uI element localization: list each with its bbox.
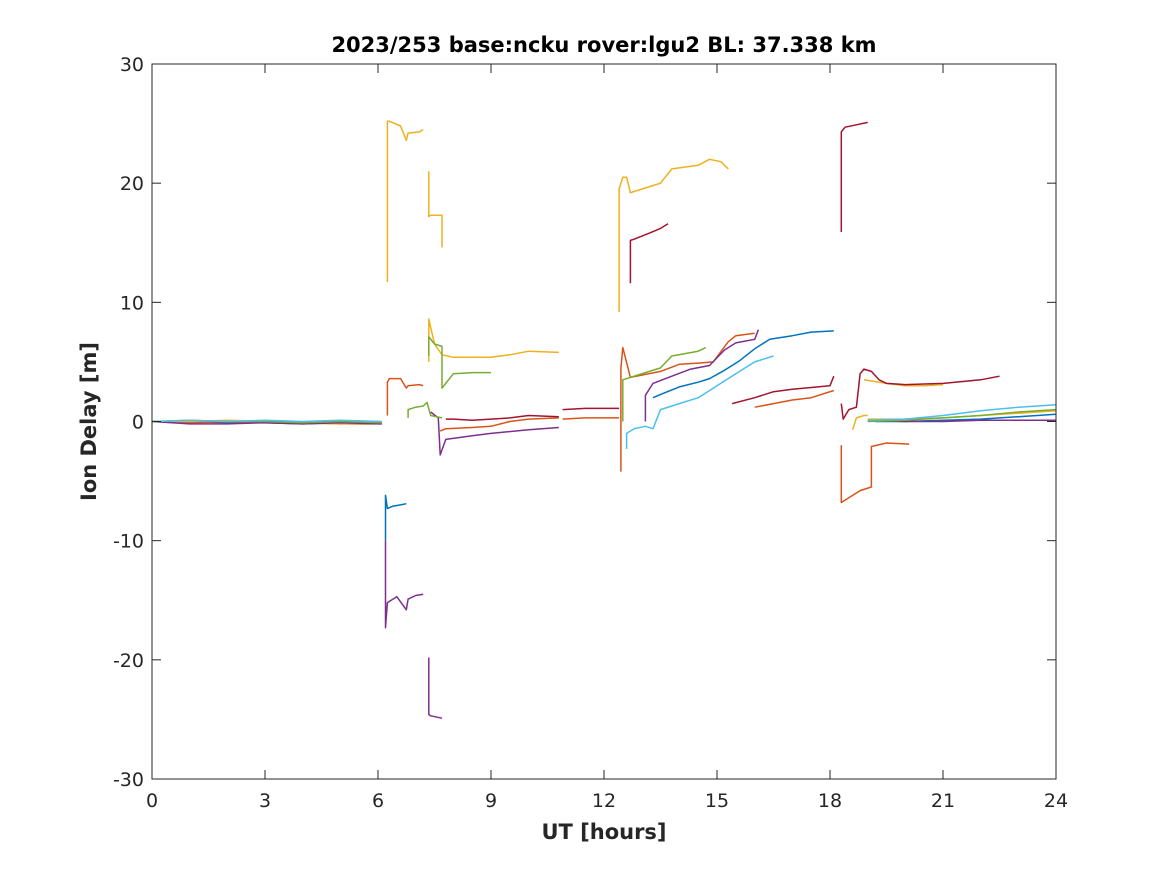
series-line-2 [652,330,834,399]
series-line-5 [386,377,424,416]
x-axis-label: UT [hours] [541,820,666,844]
series-line-17 [863,379,944,387]
x-tick-label-7: 21 [931,790,955,812]
x-tick-label-3: 9 [485,790,497,812]
x-tick-label-6: 18 [818,790,842,812]
series-line-21 [428,657,443,719]
series-line-28 [622,346,707,422]
series-line-34 [562,407,620,411]
x-tick-label-0: 0 [146,790,158,812]
series-line-19 [151,420,382,425]
series-line-16 [851,414,868,431]
series-line-33 [445,414,559,422]
y-tick-label-6: 30 [120,54,144,76]
series-line-27 [428,336,491,389]
series-line-37 [840,121,868,232]
tick-layer: 0 3 6 9 12 15 18 21 24 -30 -20 -10 0 10 20 30 [113,54,1068,812]
series-line-8 [620,332,755,472]
y-tick-label-4: 10 [120,292,144,314]
series-line-29 [867,408,1057,423]
series-line-9 [754,389,835,408]
series-line-24 [867,419,1056,423]
series-line-15 [618,158,729,312]
series-line-13 [428,171,443,248]
series-line-22 [430,411,559,456]
series-line-31 [625,355,774,449]
y-axis-label: Ion Delay [m] [77,342,101,501]
series-line-7 [562,417,620,420]
series-line-32 [867,404,1057,422]
x-tick-label-8: 24 [1044,790,1068,812]
series-layer [151,120,1057,719]
x-tick-label-1: 3 [259,790,271,812]
series-line-20 [384,540,424,629]
series-line-14 [428,318,559,362]
series-line-23 [644,329,760,422]
series-line-26 [407,401,443,419]
x-tick-label-4: 12 [592,790,616,812]
series-line-10 [840,442,910,504]
y-tick-label-3: 0 [132,412,144,434]
series-line-30 [151,419,382,423]
series-line-6 [439,417,559,432]
y-tick-label-5: 20 [120,173,144,195]
y-tick-label-2: -10 [113,531,144,553]
series-line-1 [384,494,407,541]
series-line-12 [386,120,424,283]
x-tick-label-2: 6 [372,790,384,812]
y-tick-label-1: -20 [113,650,144,672]
series-line-38 [840,368,1000,420]
series-line-36 [731,375,835,405]
chart-title: 2023/253 base:ncku rover:lgu2 BL: 37.338… [331,33,876,57]
y-tick-label-0: -30 [113,769,144,791]
series-line-35 [629,223,669,284]
x-tick-label-5: 15 [705,790,729,812]
